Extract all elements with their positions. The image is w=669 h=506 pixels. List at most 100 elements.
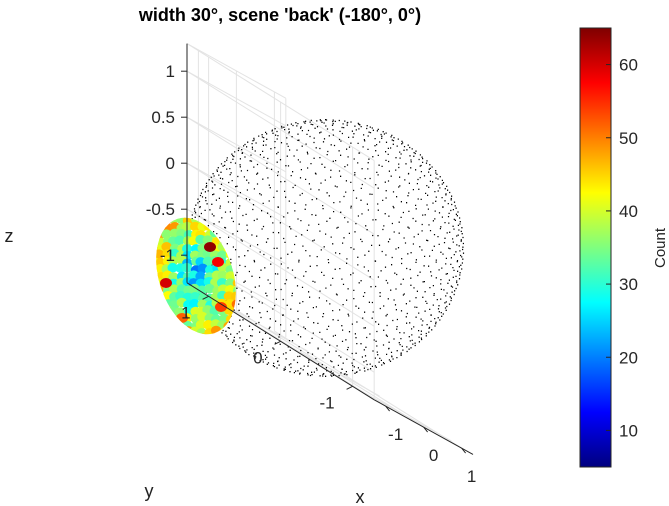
patch-cell (239, 334, 250, 344)
x-axis-label: x (356, 487, 365, 506)
patch-cell (147, 314, 159, 324)
grid-line (186, 208, 287, 265)
grid-line (186, 116, 375, 235)
y-tick (274, 340, 281, 345)
patch-cell (218, 341, 230, 345)
patch-cell (197, 333, 208, 343)
patch-cell (210, 341, 221, 345)
patch-cell (146, 262, 158, 273)
patch-cell (142, 313, 151, 324)
grid-line (186, 43, 375, 162)
patch-cell (163, 326, 174, 336)
patch-cell (147, 319, 158, 330)
patch-cell (231, 342, 242, 345)
patch-cell (174, 235, 185, 246)
patch-cell (153, 326, 164, 336)
patch-cell (147, 333, 159, 343)
patch-cell (238, 325, 250, 336)
patch-cell (205, 339, 216, 345)
patch-cell (160, 341, 171, 345)
patch-cells (142, 207, 250, 345)
patch-cell (147, 234, 158, 245)
patch-cell (142, 264, 152, 275)
patch-cell (223, 209, 235, 219)
patch-cell (240, 207, 250, 217)
grid-line (186, 70, 375, 189)
patch-cell (211, 207, 222, 218)
patch-cell (204, 242, 216, 252)
patch-cell (189, 291, 201, 302)
axes-box-grid (186, 43, 462, 449)
x-tick-label: 1 (467, 467, 476, 486)
grid-line (186, 162, 375, 281)
patch-cell (142, 326, 150, 337)
patch-cell (225, 214, 236, 225)
patch-cell (231, 327, 242, 337)
colorbar-tick-label: 50 (619, 129, 638, 148)
patch-cell (169, 340, 180, 345)
colorbar-tick-label: 60 (619, 56, 638, 75)
y-tick-label: -1 (319, 393, 334, 412)
patch-cell (154, 304, 166, 315)
patch-cell (190, 339, 201, 345)
patch-cell (154, 312, 165, 323)
patch-cell (225, 326, 237, 337)
patch-cell (161, 335, 173, 345)
colorbar-label: Count (652, 227, 669, 268)
patch-cell (161, 241, 172, 252)
patch-cell (146, 250, 157, 261)
chart-title: width 30°, scene 'back' (-180°, 0°) (138, 5, 421, 25)
patch-cell (142, 286, 152, 296)
grid-line (186, 43, 287, 99)
z-tick-label: -0.5 (146, 200, 175, 219)
patch-cell (230, 250, 241, 261)
patch-cell (225, 249, 237, 260)
patch-cell (182, 340, 194, 345)
patch-cell (217, 270, 229, 281)
patch-cell (232, 207, 243, 212)
grid-line (186, 208, 375, 327)
patch-cell (238, 221, 250, 231)
patch-cell (162, 318, 174, 329)
patch-cell (188, 332, 199, 343)
patch-cell (197, 207, 208, 212)
patch-cell (162, 314, 173, 325)
patch-cell (216, 207, 228, 211)
z-tick-label: 1 (166, 62, 175, 81)
patch-cell (237, 298, 249, 308)
patch-cell (239, 270, 250, 281)
y-tick-label: 1 (181, 303, 190, 322)
z-tick-label: -1 (160, 246, 175, 265)
patch-cell (182, 332, 193, 343)
patch-cell (142, 297, 152, 308)
patch-cell (231, 334, 243, 344)
patch-cell (175, 335, 186, 345)
patch-cell (202, 334, 213, 345)
patch-cell (153, 332, 165, 343)
grid-line (186, 162, 287, 219)
patch-cell (142, 319, 150, 330)
patch-cell (232, 256, 243, 267)
x-tick (461, 447, 466, 454)
patch-cell (149, 221, 160, 231)
grid-line (186, 116, 287, 173)
patch-cell (167, 262, 178, 273)
axis-lines (181, 43, 474, 455)
count-patch (142, 207, 250, 345)
patch-cell (204, 283, 215, 294)
grid-line (352, 385, 452, 442)
patch-cell (211, 335, 223, 345)
patch-cell (195, 319, 207, 330)
patch-cell (215, 302, 227, 312)
colorbar-tick-label: 30 (619, 275, 638, 294)
patch-cell (195, 271, 206, 282)
patch-cell (219, 327, 230, 338)
patch-cell (142, 249, 150, 259)
patch-cell (146, 341, 157, 345)
patch-cell (153, 298, 164, 308)
colorbar: 10 20 30 40 50 60 (579, 27, 638, 468)
patch-cell (223, 291, 235, 302)
patch-cell (149, 300, 160, 310)
colorbar-bar (579, 27, 612, 468)
patch-cell (147, 229, 159, 239)
